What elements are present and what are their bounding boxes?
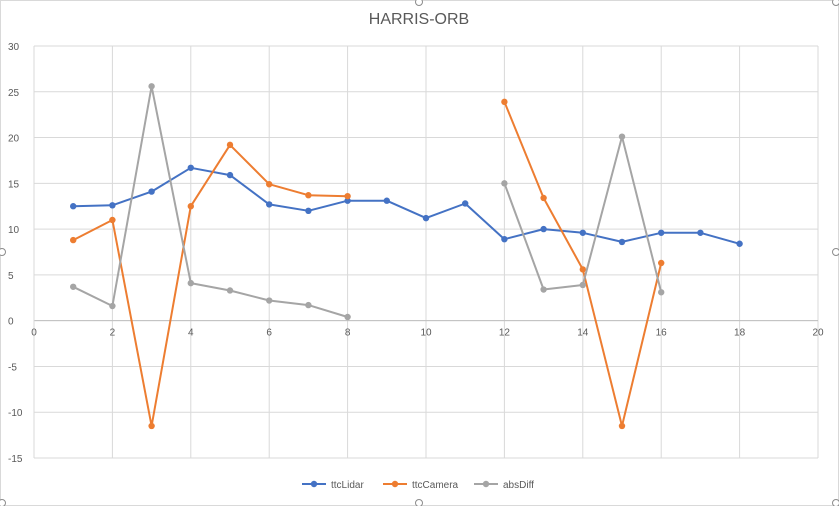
data-point	[187, 164, 194, 171]
data-point	[540, 225, 547, 233]
y-tick-label: 15	[8, 179, 20, 190]
legend: ttcLidar ttcCamera absDiff	[302, 480, 534, 491]
x-tick-label: 4	[188, 328, 194, 339]
data-point	[187, 279, 194, 287]
legend-item-ttcLidar: ttcLidar	[302, 480, 364, 491]
data-point	[618, 133, 626, 140]
data-point	[266, 201, 273, 208]
data-point	[70, 203, 77, 210]
data-point	[540, 194, 547, 202]
data-point	[540, 286, 547, 293]
x-tick-label: 6	[266, 328, 272, 339]
data-point	[501, 180, 508, 187]
data-point	[579, 281, 586, 289]
series-line	[72, 143, 348, 427]
data-point	[109, 302, 116, 310]
y-tick-label: 5	[8, 271, 14, 282]
data-point	[305, 192, 312, 199]
data-point	[109, 202, 116, 209]
resize-handle	[832, 0, 839, 6]
legend-item-absDiff: absDiff	[474, 480, 534, 491]
data-point	[383, 197, 390, 204]
data-point	[266, 181, 273, 188]
y-tick-label: -15	[8, 454, 23, 465]
data-point	[70, 236, 77, 244]
resize-handle	[415, 0, 423, 6]
data-point	[70, 283, 77, 290]
legend-item-ttcCamera: ttcCamera	[383, 480, 459, 491]
y-tick-label: 0	[8, 317, 14, 328]
series-absDiff	[70, 83, 665, 321]
y-tick-label: 30	[8, 42, 20, 53]
series	[70, 83, 743, 430]
data-point	[579, 229, 586, 236]
data-point	[109, 216, 116, 224]
x-tick-label: 0	[31, 328, 37, 339]
legend-marker	[391, 480, 399, 488]
axes: -15 -10 -5 0 5 10 15 20 25 30 0 2 4 6 8 10 12 14 16 18 20	[8, 42, 824, 465]
data-point	[344, 313, 351, 321]
data-point	[148, 422, 155, 430]
series-line	[72, 85, 348, 318]
legend-label: absDiff	[503, 480, 534, 491]
data-point	[266, 297, 273, 304]
data-point	[344, 192, 351, 200]
series-ttcCamera	[70, 98, 665, 430]
data-point	[658, 289, 665, 296]
resize-handle	[832, 248, 839, 256]
x-tick-label: 12	[499, 328, 511, 339]
data-point	[344, 197, 351, 204]
x-tick-label: 16	[656, 328, 668, 339]
series-line	[73, 166, 740, 245]
data-point	[501, 98, 508, 106]
data-point	[501, 235, 508, 243]
data-point	[658, 259, 665, 267]
resize-handle	[0, 499, 6, 506]
y-tick-label: 25	[8, 88, 20, 99]
series-ttcLidar	[70, 164, 743, 247]
data-point	[305, 301, 312, 309]
x-tick-label: 8	[345, 328, 351, 339]
y-tick-label: -5	[8, 362, 17, 373]
grid	[34, 45, 819, 459]
y-tick-label: 10	[8, 225, 20, 236]
data-point	[226, 141, 234, 149]
legend-label: ttcCamera	[412, 480, 459, 491]
data-point	[658, 229, 665, 236]
x-tick-label: 10	[420, 328, 432, 339]
resize-handle	[0, 248, 6, 256]
x-tick-label: 18	[734, 328, 746, 339]
data-point	[305, 207, 312, 214]
data-point	[422, 214, 430, 222]
data-point	[187, 203, 194, 210]
y-tick-label: -10	[8, 408, 23, 419]
data-point	[618, 422, 626, 430]
x-tick-label: 14	[577, 328, 589, 339]
data-point	[579, 266, 586, 273]
data-point	[736, 240, 743, 247]
data-point	[697, 229, 704, 236]
data-point	[226, 287, 234, 294]
resize-handle	[832, 499, 839, 506]
y-tick-label: 20	[8, 134, 20, 145]
legend-marker	[482, 480, 490, 488]
legend-label: ttcLidar	[331, 480, 364, 491]
x-tick-label: 20	[812, 328, 824, 339]
chart-title: HARRIS-ORB	[369, 11, 469, 28]
resize-handle	[415, 499, 423, 506]
data-point	[462, 200, 469, 207]
data-point	[148, 188, 155, 195]
data-point	[148, 83, 155, 90]
data-point	[618, 238, 626, 246]
legend-marker	[310, 480, 318, 488]
data-point	[226, 171, 234, 179]
x-tick-label: 2	[110, 328, 116, 339]
